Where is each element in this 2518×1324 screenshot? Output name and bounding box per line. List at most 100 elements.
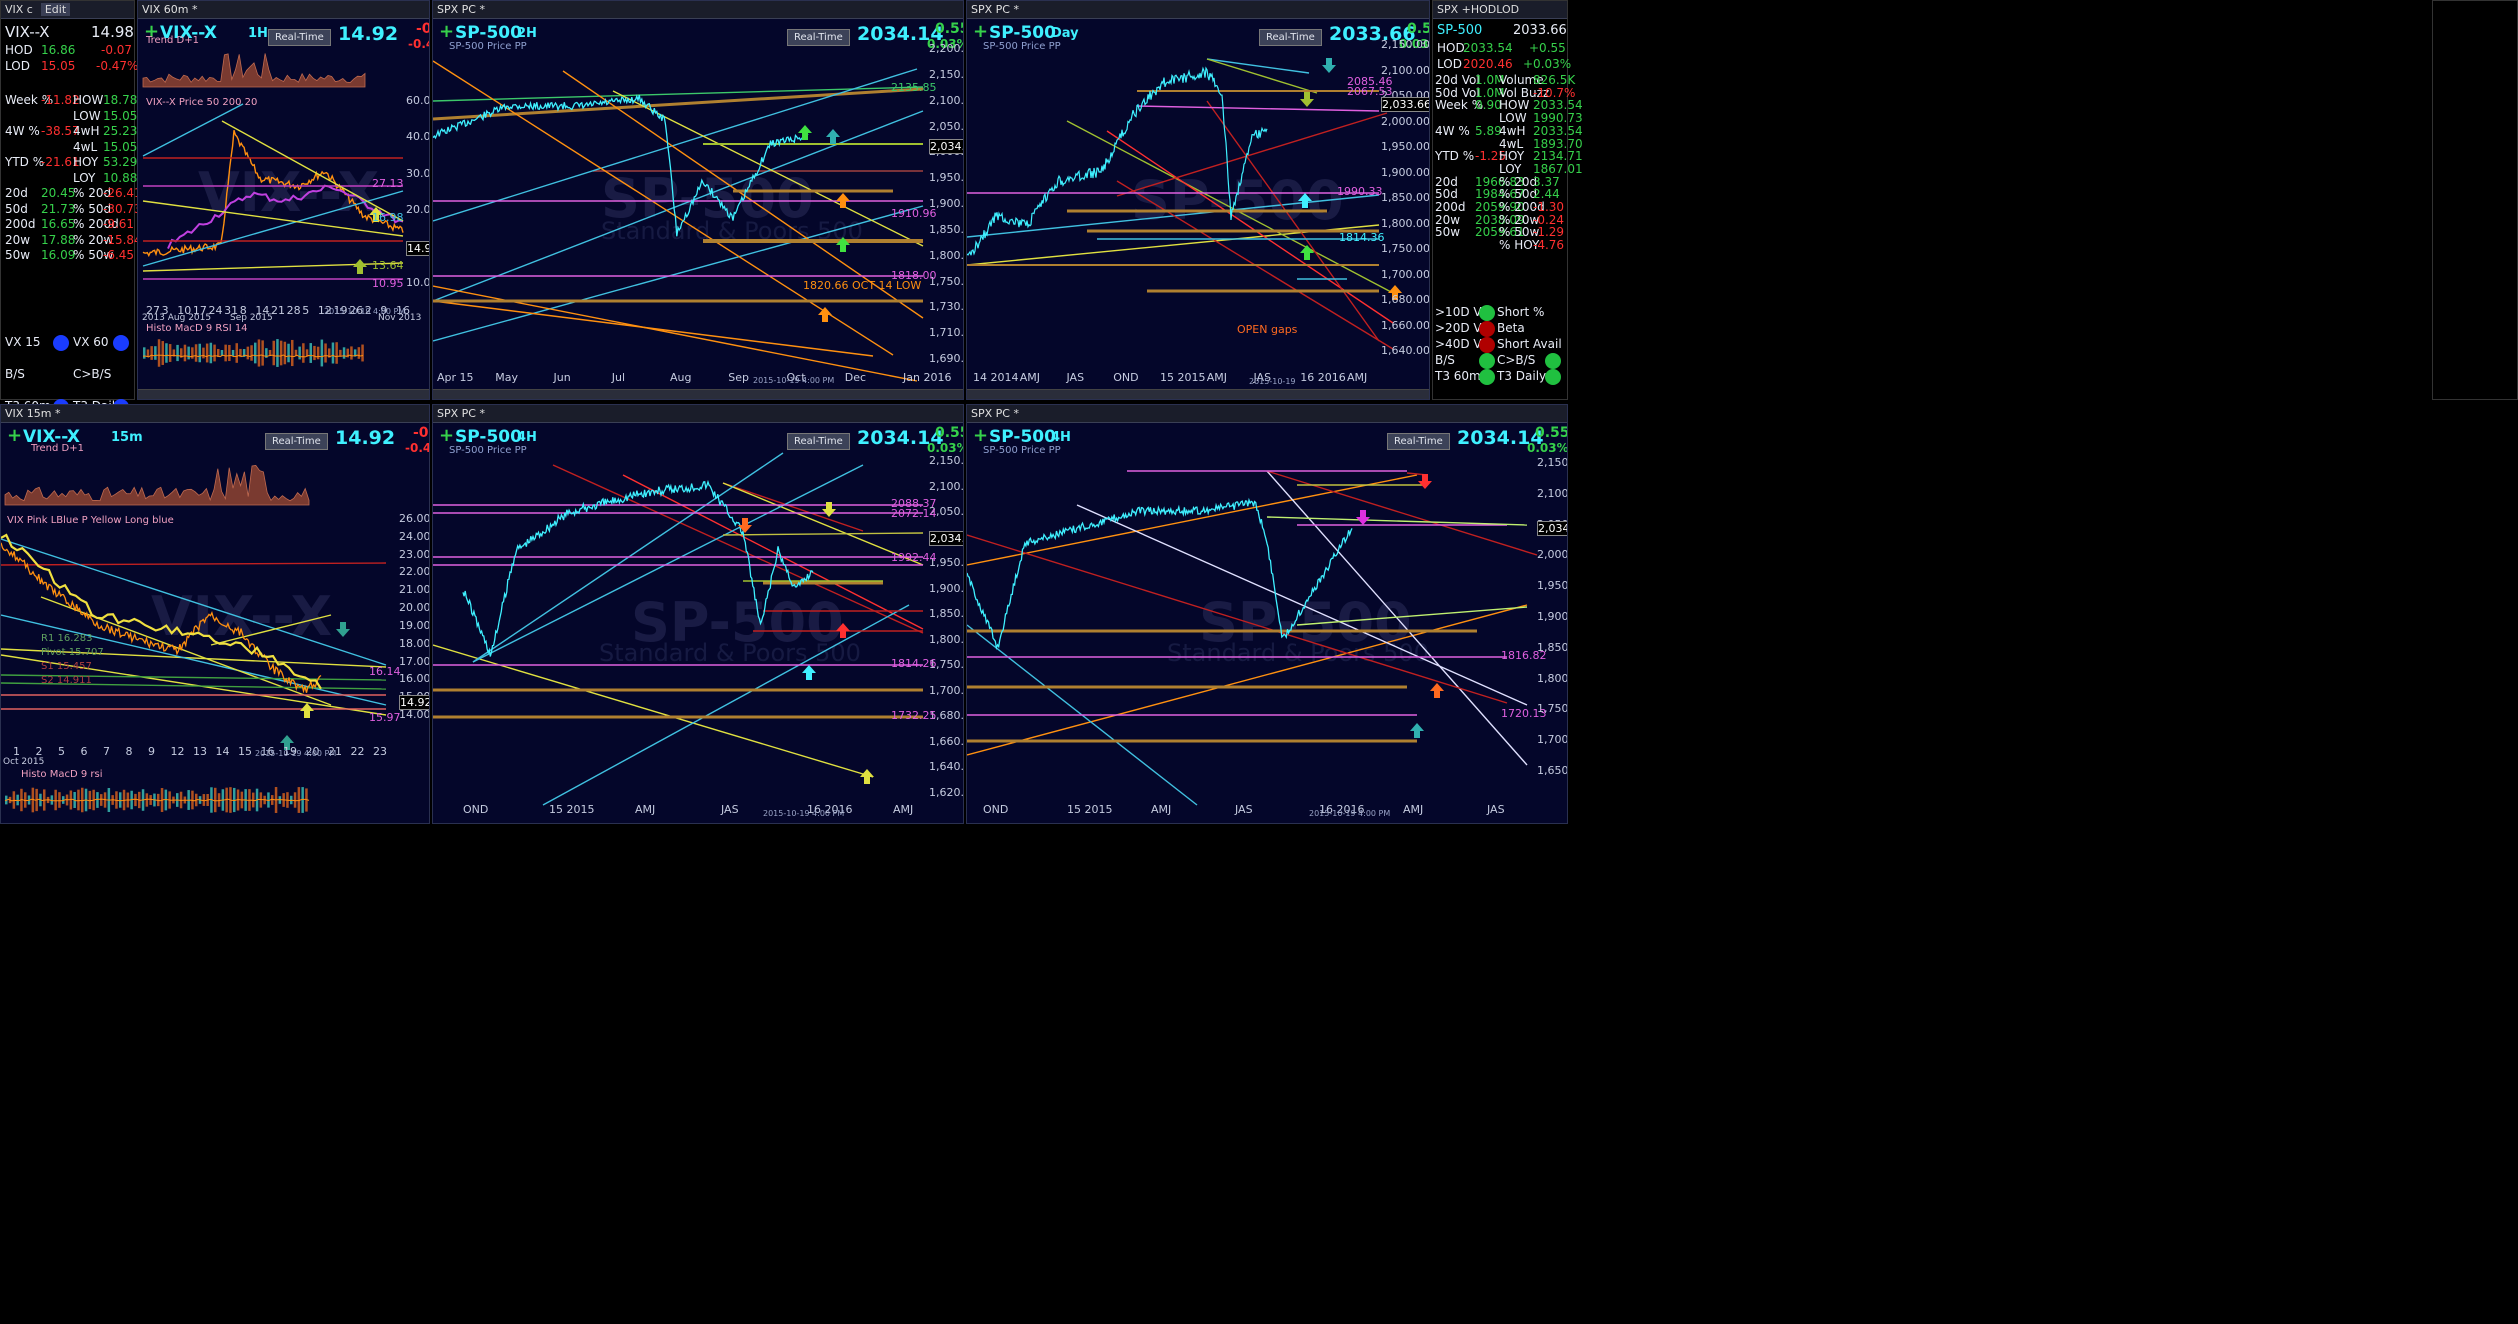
x-axis-tick: 16 xyxy=(260,745,275,758)
stat-cell: -1.29 xyxy=(1533,225,1565,240)
spx-4h-plot-b[interactable] xyxy=(967,405,1568,824)
spx-quote-panel-main: SPX +HODLOD SP-500 2033.66 HOD 2033.54 +… xyxy=(1432,0,1583,400)
stat-cell: 10.88 xyxy=(103,170,138,185)
add-symbol-icon[interactable]: + xyxy=(973,425,989,446)
chart-titlebar[interactable]: SPX PC * xyxy=(433,1,963,19)
stat-cell: 20.45 xyxy=(41,186,76,200)
study-price-label: SP-500 Price PP xyxy=(449,445,527,456)
last-price: 14.92 xyxy=(335,427,396,449)
chart-symbol[interactable]: VIX--X xyxy=(160,23,218,43)
y-axis-tick: 17.00 xyxy=(399,654,430,668)
realtime-button[interactable]: Real-Time xyxy=(1387,433,1450,450)
chart-symbol[interactable]: SP-500 xyxy=(989,23,1056,43)
price-change: 0.55 xyxy=(935,425,963,441)
vix-60m-plot[interactable] xyxy=(138,1,430,400)
x-axis-tick: 16 xyxy=(396,304,410,317)
x-axis-month: Nov 2013 xyxy=(378,313,422,323)
y-axis-tick: 1,750.00 xyxy=(929,274,964,288)
spx-hod-label: HOD xyxy=(1437,41,1465,55)
vix-quote-titlebar[interactable]: VIX c Edit xyxy=(1,1,134,19)
vix-15m-plot[interactable] xyxy=(1,405,430,824)
level-label: 1732.25 xyxy=(891,709,937,722)
chart-symbol[interactable]: SP-500 xyxy=(989,427,1056,447)
chart-symbol[interactable]: SP-500 xyxy=(455,23,522,43)
stat-cell: YTD % xyxy=(5,155,45,169)
signal-label: B/S xyxy=(5,367,25,381)
stat-cell: -15.84 xyxy=(103,232,142,247)
signal-dot-icon xyxy=(1545,321,1561,337)
spx-4h-chart-panel-a[interactable]: SPX PC *+SP-5004HReal-Time2034.140.550.0… xyxy=(432,404,964,824)
vix-15m-chart-panel[interactable]: VIX 15m * +VIX--X 15m Real-Time 14.92 -0.07-0… xyxy=(0,404,430,824)
realtime-button[interactable]: Real-Time xyxy=(787,433,850,450)
timeframe-selector[interactable]: 4H xyxy=(1051,430,1071,445)
stat-cell: 1984.67 xyxy=(1475,187,1525,202)
y-axis-tick: 1,850.00 xyxy=(1537,640,1568,654)
stat-cell: 1.0M xyxy=(1475,73,1505,87)
add-symbol-icon[interactable]: + xyxy=(7,425,23,446)
stat-cell: LOW xyxy=(73,108,101,123)
stat-cell: % 20w xyxy=(1499,212,1540,227)
realtime-button[interactable]: Real-Time xyxy=(265,433,328,450)
chart-titlebar[interactable]: SPX PC * xyxy=(967,1,1429,19)
last-price: 14.92 xyxy=(338,23,399,45)
y-axis-tick: 1,950.00 xyxy=(1381,140,1430,153)
timeframe-selector[interactable]: Day xyxy=(1051,26,1079,41)
last-price: 2034.14 xyxy=(857,427,944,449)
y-axis-tick: 1,700.00 xyxy=(1537,733,1568,747)
chart-symbol[interactable]: SP-500 xyxy=(455,427,522,447)
chart-titlebar[interactable]: VIX 15m * xyxy=(1,405,429,423)
y-axis-tick: 1,950.00 xyxy=(929,171,964,185)
vix-quote-title: VIX c xyxy=(5,3,33,16)
vix-quote-edit-button[interactable]: Edit xyxy=(40,3,71,16)
signal-label: >20D V xyxy=(1435,321,1482,335)
signal-dot-icon xyxy=(1479,353,1495,369)
signal-dot-icon xyxy=(53,335,69,351)
spx-4h-chart-panel-b[interactable]: SPX PC * + SP-500 4H Real-Time 2034.14 0.55 0.0… xyxy=(966,404,1568,824)
study-price-label: SP-500 Price PP xyxy=(449,41,527,52)
x-axis-tick: Oct xyxy=(786,371,806,384)
add-symbol-icon[interactable]: + xyxy=(439,21,455,42)
timestamp: 2015-10-19 xyxy=(1249,377,1296,386)
spx-day-plot[interactable] xyxy=(967,1,1430,400)
realtime-button[interactable]: Real-Time xyxy=(268,29,331,46)
spx-2h-plot[interactable] xyxy=(433,1,964,400)
chart-symbol[interactable]: VIX--X xyxy=(23,427,81,447)
stat-cell: Vol Buzz xyxy=(1499,85,1550,100)
stat-cell: HOW xyxy=(1499,98,1530,113)
vix-60m-chart-panel[interactable]: VIX 60m *+VIX--X1HReal-Time14.92-0.07-0.… xyxy=(137,0,430,400)
chart-titlebar[interactable]: VIX 60m * xyxy=(138,1,429,19)
y-axis-tick: 2,150.00 xyxy=(1381,38,1430,51)
horizontal-scrollbar[interactable] xyxy=(138,389,429,399)
signal-dot-icon xyxy=(53,367,69,383)
level-label: 1910.96 xyxy=(891,207,937,220)
realtime-button[interactable]: Real-Time xyxy=(1259,29,1322,46)
y-axis-tick: 1,900.00 xyxy=(1537,610,1568,623)
last-price: 2034.14 xyxy=(1457,427,1544,449)
pivot-label: R1 16.283 xyxy=(41,633,93,644)
horizontal-scrollbar[interactable] xyxy=(967,389,1429,399)
spx-quote-titlebar[interactable]: SPX +HODLOD xyxy=(1433,1,1567,19)
timeframe-selector[interactable]: 15m xyxy=(111,430,143,445)
realtime-button[interactable]: Real-Time xyxy=(787,29,850,46)
stat-cell: 50d xyxy=(1435,187,1458,202)
stat-cell: 53.29 xyxy=(103,155,138,169)
y-axis-tick: 1,640.00 xyxy=(1381,344,1430,357)
add-symbol-icon[interactable]: + xyxy=(144,21,160,42)
horizontal-scrollbar[interactable] xyxy=(433,389,963,399)
spx-4h-plot-a[interactable] xyxy=(433,405,964,824)
timeframe-selector[interactable]: 1H xyxy=(248,26,268,41)
timeframe-selector[interactable]: 2H xyxy=(517,26,537,41)
add-symbol-icon[interactable]: + xyxy=(439,425,455,446)
add-symbol-icon[interactable]: + xyxy=(973,21,989,42)
stat-cell: 20w xyxy=(5,232,31,247)
timeframe-selector[interactable]: 4H xyxy=(517,430,537,445)
chart-titlebar[interactable]: SPX PC * xyxy=(433,405,963,423)
chart-titlebar[interactable]: SPX PC * xyxy=(967,405,1567,423)
x-axis-tick: Aug xyxy=(670,371,692,384)
annotation-low: 1820.66 OCT 14 LOW xyxy=(803,279,922,292)
level-label: 16.14 xyxy=(369,665,401,678)
y-axis-tick: 1,750.00 xyxy=(1381,242,1430,255)
x-axis-tick: JAS xyxy=(1235,803,1253,816)
